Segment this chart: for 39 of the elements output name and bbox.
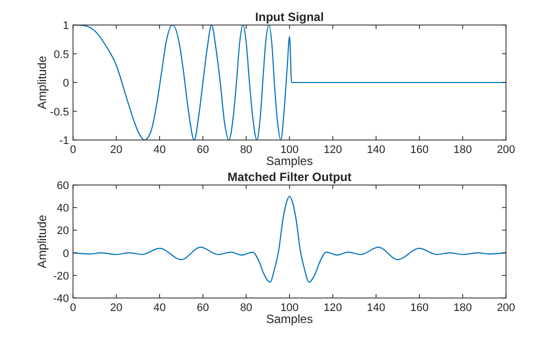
x-tick-label: 160	[410, 302, 429, 314]
y-tick-label: 0	[62, 78, 69, 90]
y-tick-label: -40	[53, 293, 69, 305]
y-tick-label: -0.5	[50, 106, 69, 118]
y-tick-label: 60	[56, 180, 69, 192]
x-tick-label: 80	[240, 144, 252, 156]
y-tick-label: 1	[62, 20, 69, 32]
x-tick-label: 160	[410, 144, 429, 156]
x-tick-label: 200	[496, 302, 516, 314]
y-tick-label: 40	[56, 202, 69, 215]
x-tick-label: 100	[280, 144, 299, 156]
x-tick-label: 180	[454, 144, 472, 156]
chart-title: Matched Filter Output	[228, 170, 352, 184]
x-tick-label: 120	[324, 144, 342, 156]
y-tick-label: -20	[53, 270, 69, 282]
x-tick-label: 200	[496, 144, 516, 156]
x-tick-label: 60	[196, 144, 210, 156]
line-series	[73, 25, 506, 140]
x-tick-label: 20	[110, 144, 122, 156]
x-tick-label: 140	[366, 144, 386, 156]
line-series	[73, 196, 506, 283]
x-tick-label: 40	[153, 302, 166, 314]
chart-title: Input Signal	[255, 10, 324, 24]
y-tick-label: 0.5	[54, 48, 69, 61]
y-axis-title: Amplitude	[35, 214, 49, 268]
x-tick-label: 80	[240, 302, 252, 314]
y-axis-title: Amplitude	[35, 56, 49, 110]
y-tick-label: 20	[56, 225, 69, 238]
x-tick-label: 20	[110, 302, 122, 314]
x-tick-label: 140	[366, 302, 386, 314]
x-axis-title: Samples	[266, 154, 313, 168]
x-tick-label: 40	[153, 144, 166, 156]
x-axis-title: Samples	[266, 312, 313, 326]
y-tick-label: -1	[59, 135, 69, 147]
x-tick-label: 100	[280, 302, 299, 314]
y-tick-label: 0	[62, 248, 69, 260]
x-tick-label: 120	[324, 302, 342, 314]
x-tick-label: 60	[196, 302, 210, 314]
x-tick-label: 180	[454, 302, 472, 314]
